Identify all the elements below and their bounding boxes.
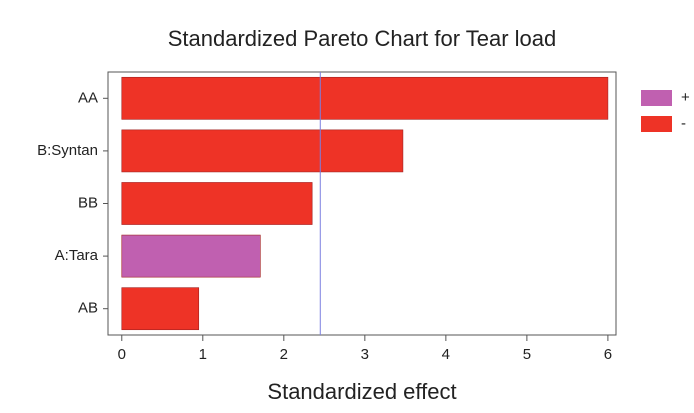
x-tick-label: 0 <box>118 346 126 363</box>
bar <box>121 182 313 225</box>
x-tick-label: 5 <box>523 346 531 363</box>
x-tick-label: 6 <box>604 346 612 363</box>
y-tick-label: AB <box>78 300 98 317</box>
x-tick-label: 1 <box>199 346 207 363</box>
bar <box>121 76 609 120</box>
y-tick-label: B:Syntan <box>37 142 98 159</box>
y-tick-label: A:Tara <box>55 247 99 264</box>
y-tick-label: AA <box>78 89 98 106</box>
legend-label: + <box>681 89 690 106</box>
bar <box>121 287 200 331</box>
legend-label: - <box>681 115 686 132</box>
y-tick-label: BB <box>78 194 98 211</box>
x-axis-label: Standardized effect <box>267 379 456 404</box>
x-tick-label: 2 <box>280 346 288 363</box>
legend-swatch <box>641 116 672 132</box>
chart-title: Standardized Pareto Chart for Tear load <box>168 26 557 51</box>
bar <box>121 234 261 278</box>
bar <box>121 129 404 173</box>
x-tick-label: 4 <box>442 346 450 363</box>
x-tick-label: 3 <box>361 346 369 363</box>
legend-swatch <box>641 90 672 106</box>
